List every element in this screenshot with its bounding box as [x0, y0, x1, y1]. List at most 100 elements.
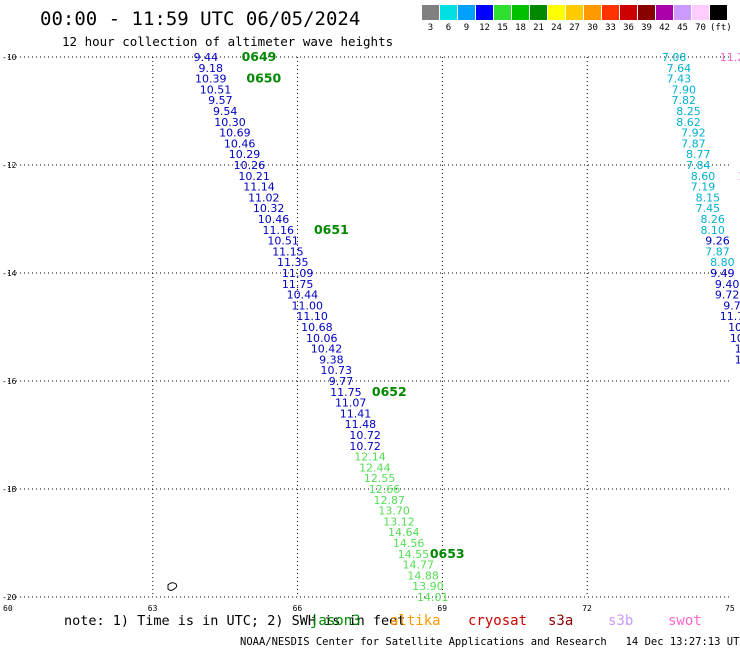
wave-height-label: 10.73: [320, 364, 352, 377]
wave-height-label: 11.07: [335, 397, 367, 410]
wave-height-label: 9.57: [208, 94, 233, 107]
wave-height-label: 14.64: [388, 526, 420, 539]
legend-label: 42: [659, 23, 670, 33]
legend-label: (ft): [710, 23, 732, 33]
wave-height-label: 10.72: [349, 429, 381, 442]
satellite-label-swot: swot: [668, 613, 702, 629]
legend-label: 3: [427, 23, 434, 33]
satellite-label-jason3: jason3: [310, 613, 361, 629]
wave-height-label: 10.68: [301, 321, 333, 334]
wave-height-label: 11.48: [345, 418, 377, 431]
lat-tick-label: -14: [2, 269, 17, 278]
legend-label: 12: [479, 23, 490, 33]
wave-height-label: 9.44: [194, 51, 219, 64]
wave-height-label: 10.: [728, 321, 740, 334]
wave-height-label: 10.29: [229, 148, 261, 161]
time-label: 0652: [372, 384, 407, 399]
legend-label: 27: [569, 23, 580, 33]
wave-height-label: 9.26: [705, 235, 730, 248]
wave-height-label: 9.18: [198, 62, 223, 75]
wave-height-label: 9.49: [710, 267, 735, 280]
wave-height-label: 14.55: [398, 548, 430, 561]
lat-tick-label: -18: [2, 485, 17, 494]
time-label: 0651: [314, 222, 349, 237]
legend-swatch: [620, 5, 637, 20]
wave-height-label: 12.14: [354, 451, 386, 464]
footer-credit: NOAA/NESDIS Center for Satellite Applica…: [240, 636, 740, 648]
legend-swatch: [602, 5, 619, 20]
wave-height-label: 11.02: [248, 191, 280, 204]
wave-height-label: 11.41: [340, 407, 372, 420]
wave-height-label: 9.7: [723, 299, 740, 312]
wave-height-label: 11.10: [296, 310, 328, 323]
legend-label: 15: [497, 23, 508, 33]
wave-height-label: 10.44: [287, 289, 319, 302]
wave-height-label: 11.14: [243, 181, 275, 194]
wave-height-label: 8.62: [676, 116, 701, 129]
wave-height-label: 7.87: [681, 137, 706, 150]
legend-swatch: [566, 5, 583, 20]
wave-height-label: 7.19: [691, 181, 716, 194]
wave-height-label: 13.90: [412, 580, 444, 593]
time-label: 0650: [246, 71, 281, 86]
legend-label: 24: [551, 23, 562, 33]
wave-height-label: 10.72: [349, 440, 381, 453]
satellite-label-altika: altika: [390, 613, 441, 629]
wave-height-label: 10.32: [253, 202, 285, 215]
legend-label: 30: [587, 23, 598, 33]
legend-swatch: [494, 5, 511, 20]
wave-height-label: 10.51: [200, 83, 232, 96]
wave-height-label: 10.26: [234, 159, 266, 172]
wave-height-label: 10.06: [306, 332, 338, 345]
wave-height-label: 11.00: [292, 299, 324, 312]
wave-height-label: 9.54: [213, 105, 238, 118]
wave-height-label: 11.15: [272, 245, 304, 258]
wave-height-label: 14.01: [417, 591, 449, 604]
wave-height-label: 8.15: [696, 191, 721, 204]
wave-height-label: 8.25: [676, 105, 701, 118]
wave-height-label: 11.2: [720, 51, 740, 64]
legend-label: 70: [695, 23, 706, 33]
lat-tick-label: -10: [2, 53, 17, 62]
satellite-label-s3a: s3a: [548, 613, 574, 629]
satellite-label-s3b: s3b: [608, 613, 634, 629]
page-title: 00:00 - 11:59 UTC 06/05/2024: [40, 8, 361, 30]
footer-note: note: 1) Time is in UTC; 2) SWH is in fe…: [64, 613, 406, 629]
legend-label: 9: [463, 23, 470, 33]
lon-tick-label: 63: [148, 604, 158, 613]
wave-height-label: 14.77: [403, 559, 435, 572]
wave-height-label: 1: [738, 170, 740, 183]
wave-height-label: 7.64: [667, 62, 692, 75]
wave-height-label: 11.7: [720, 310, 740, 323]
legend-label: 45: [677, 23, 688, 33]
time-label: 0653: [430, 546, 465, 561]
legend-label: 39: [641, 23, 652, 33]
wave-height-label: 13.12: [383, 515, 415, 528]
wave-height-label: 7.82: [671, 94, 696, 107]
wave-height-label: 13.70: [378, 505, 410, 518]
wave-height-label: 7.45: [696, 202, 721, 215]
wave-height-label: 11.09: [282, 267, 314, 280]
lon-tick-label: 66: [293, 604, 303, 613]
legend-swatch: [692, 5, 709, 20]
wave-height-label: 11.16: [263, 224, 295, 237]
wave-height-label: 9.40: [715, 278, 740, 291]
lon-tick-label: 72: [582, 604, 592, 613]
wave-height-label: 12.55: [364, 472, 396, 485]
wave-height-label: 10.30: [214, 116, 246, 129]
legend-swatch: [458, 5, 475, 20]
lon-tick-label: 75: [725, 604, 735, 613]
wave-height-label: 11.75: [330, 386, 362, 399]
wave-height-label: 10.42: [311, 343, 343, 356]
wave-height-label: 9.38: [319, 353, 344, 366]
island-outline: [167, 582, 178, 591]
wave-height-label: 10.51: [267, 235, 299, 248]
legend-swatch: [674, 5, 691, 20]
wave-height-label: 8.80: [710, 256, 735, 269]
legend-swatch: [548, 5, 565, 20]
page-subtitle: 12 hour collection of altimeter wave hei…: [62, 34, 394, 49]
legend-swatch: [530, 5, 547, 20]
satellite-label-cryosat: cryosat: [468, 613, 528, 629]
wave-height-label: 7.43: [667, 73, 692, 86]
